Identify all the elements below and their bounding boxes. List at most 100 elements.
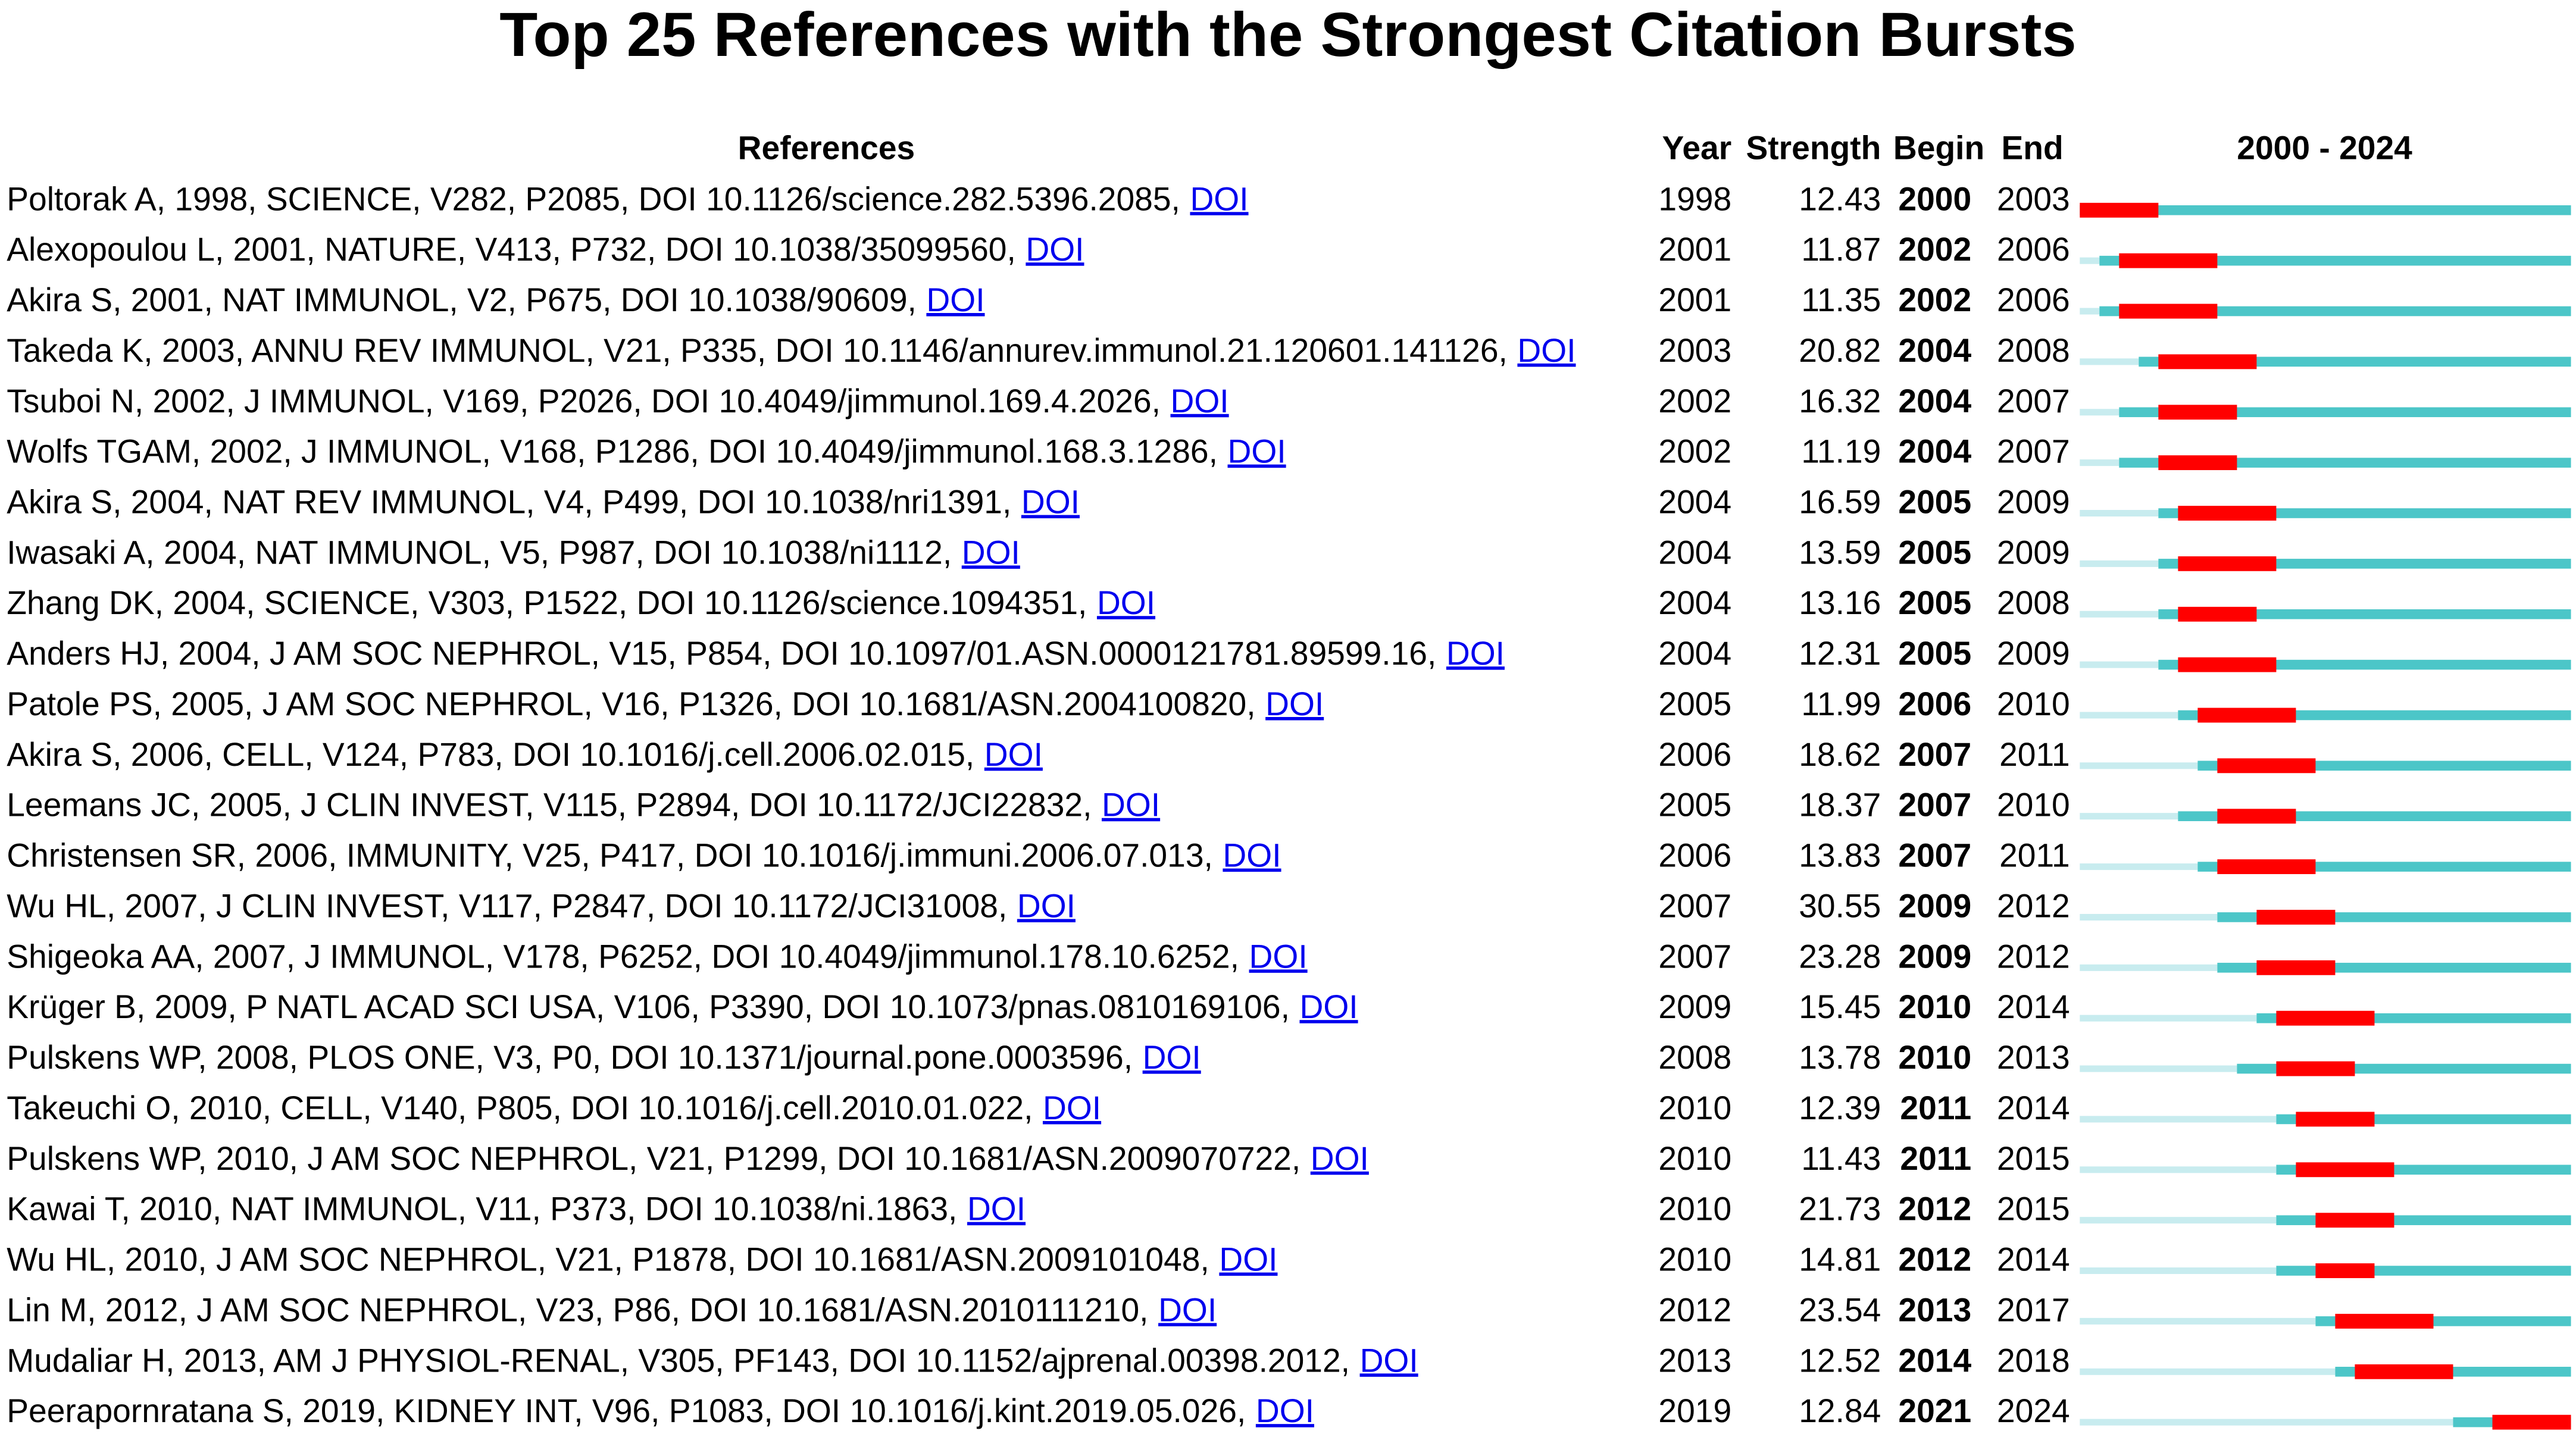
end: 2011 bbox=[1999, 736, 2070, 773]
doi-link[interactable]: DOI bbox=[1171, 383, 1229, 419]
reference-text: Akira S, 2006, CELL, V124, P783, DOI 10.… bbox=[7, 736, 974, 773]
year: 1998 bbox=[1658, 180, 1731, 217]
header-timeline: 2000 - 2024 bbox=[2237, 130, 2412, 167]
header-references: References bbox=[738, 130, 915, 167]
reference: Shigeoka AA, 2007, J IMMUNOL, V178, P625… bbox=[7, 938, 1307, 975]
burst-bar bbox=[2080, 202, 2159, 218]
year: 2004 bbox=[1658, 534, 1731, 571]
doi-link[interactable]: DOI bbox=[1249, 938, 1308, 975]
doi-link[interactable]: DOI bbox=[926, 281, 984, 318]
pre-publication-line bbox=[2080, 1217, 2277, 1224]
end: 2014 bbox=[1997, 1090, 2070, 1126]
strength: 11.19 bbox=[1801, 433, 1881, 470]
begin: 2009 bbox=[1898, 887, 1971, 924]
doi-link[interactable]: DOI bbox=[1097, 584, 1155, 621]
burst-bar bbox=[2119, 303, 2218, 319]
strength: 21.73 bbox=[1799, 1191, 1881, 1228]
end: 2013 bbox=[1997, 1039, 2070, 1076]
begin: 2012 bbox=[1898, 1241, 1971, 1278]
pre-publication-line bbox=[2080, 1368, 2336, 1375]
doi-link[interactable]: DOI bbox=[984, 736, 1043, 773]
doi-link[interactable]: DOI bbox=[1223, 837, 1281, 874]
reference: Anders HJ, 2004, J AM SOC NEPHROL, V15, … bbox=[7, 635, 1505, 672]
end: 2007 bbox=[1997, 383, 2070, 419]
end: 2014 bbox=[1997, 1241, 2070, 1278]
doi-link[interactable]: DOI bbox=[1256, 1392, 1314, 1429]
reference-text: Akira S, 2004, NAT REV IMMUNOL, V4, P499… bbox=[7, 484, 1011, 521]
burst-bar bbox=[2335, 1314, 2434, 1329]
doi-link[interactable]: DOI bbox=[1021, 484, 1080, 521]
burst-bar bbox=[2178, 657, 2277, 672]
doi-link[interactable]: DOI bbox=[1190, 180, 1248, 217]
end: 2015 bbox=[1997, 1140, 2070, 1177]
timeline-bar bbox=[2080, 205, 2571, 215]
doi-link[interactable]: DOI bbox=[962, 534, 1020, 571]
burst-bar bbox=[2315, 1263, 2375, 1278]
reference: Pulskens WP, 2008, PLOS ONE, V3, P0, DOI… bbox=[7, 1039, 1201, 1076]
begin: 2004 bbox=[1898, 332, 1971, 369]
reference-text: Poltorak A, 1998, SCIENCE, V282, P2085, … bbox=[7, 180, 1180, 217]
timeline-bar bbox=[2158, 609, 2571, 619]
end: 2003 bbox=[1997, 180, 2070, 217]
pre-publication-line bbox=[2080, 1166, 2277, 1173]
doi-link[interactable]: DOI bbox=[1299, 988, 1358, 1025]
year: 2008 bbox=[1658, 1039, 1731, 1076]
burst-bar bbox=[2158, 455, 2237, 471]
doi-link[interactable]: DOI bbox=[967, 1191, 1026, 1228]
doi-link[interactable]: DOI bbox=[1228, 433, 1286, 470]
burst-bar bbox=[2217, 809, 2296, 824]
reference-text: Pulskens WP, 2008, PLOS ONE, V3, P0, DOI… bbox=[7, 1039, 1133, 1076]
end: 2010 bbox=[1997, 685, 2070, 722]
begin: 2021 bbox=[1898, 1392, 1971, 1429]
pre-publication-line bbox=[2080, 1267, 2277, 1275]
doi-link[interactable]: DOI bbox=[1219, 1241, 1277, 1278]
end: 2014 bbox=[1997, 988, 2070, 1025]
doi-link[interactable]: DOI bbox=[1043, 1090, 1101, 1126]
doi-link[interactable]: DOI bbox=[1143, 1039, 1201, 1076]
doi-link[interactable]: DOI bbox=[1265, 685, 1324, 722]
doi-link[interactable]: DOI bbox=[1446, 635, 1505, 672]
year: 2010 bbox=[1658, 1241, 1731, 1278]
burst-bar bbox=[2158, 354, 2257, 370]
begin: 2014 bbox=[1898, 1342, 1971, 1379]
begin: 2012 bbox=[1898, 1191, 1971, 1228]
doi-link[interactable]: DOI bbox=[1360, 1342, 1418, 1379]
burst-bar bbox=[2197, 707, 2296, 723]
reference-text: Christensen SR, 2006, IMMUNITY, V25, P41… bbox=[7, 837, 1213, 874]
reference-text: Iwasaki A, 2004, NAT IMMUNOL, V5, P987, … bbox=[7, 534, 952, 571]
doi-link[interactable]: DOI bbox=[1102, 787, 1160, 824]
year: 2002 bbox=[1658, 383, 1731, 419]
strength: 23.54 bbox=[1799, 1291, 1881, 1328]
doi-link[interactable]: DOI bbox=[1026, 231, 1084, 268]
doi-link[interactable]: DOI bbox=[1017, 887, 1076, 924]
burst-bar bbox=[2217, 859, 2316, 875]
doi-link[interactable]: DOI bbox=[1158, 1291, 1217, 1328]
begin: 2011 bbox=[1900, 1140, 1971, 1177]
strength: 13.59 bbox=[1799, 534, 1881, 571]
year: 2004 bbox=[1658, 635, 1731, 672]
strength: 16.59 bbox=[1799, 484, 1881, 521]
doi-link[interactable]: DOI bbox=[1517, 332, 1575, 369]
strength: 11.35 bbox=[1801, 281, 1881, 318]
year: 2005 bbox=[1658, 787, 1731, 824]
reference-text: Zhang DK, 2004, SCIENCE, V303, P1522, DO… bbox=[7, 584, 1087, 621]
end: 2006 bbox=[1997, 281, 2070, 318]
end: 2009 bbox=[1997, 484, 2070, 521]
burst-bar bbox=[2276, 1010, 2375, 1026]
doi-link[interactable]: DOI bbox=[1311, 1140, 1369, 1177]
begin: 2004 bbox=[1898, 433, 1971, 470]
strength: 18.37 bbox=[1799, 787, 1881, 824]
burst-bar bbox=[2119, 253, 2218, 268]
strength: 15.45 bbox=[1799, 988, 1881, 1025]
burst-bar bbox=[2492, 1414, 2571, 1430]
strength: 11.87 bbox=[1801, 231, 1881, 268]
end: 2015 bbox=[1997, 1191, 2070, 1228]
begin: 2007 bbox=[1898, 837, 1971, 874]
year: 2013 bbox=[1658, 1342, 1731, 1379]
reference: Poltorak A, 1998, SCIENCE, V282, P2085, … bbox=[7, 180, 1248, 217]
pre-publication-line bbox=[2080, 1116, 2277, 1123]
year: 2012 bbox=[1658, 1291, 1731, 1328]
strength: 30.55 bbox=[1799, 887, 1881, 924]
